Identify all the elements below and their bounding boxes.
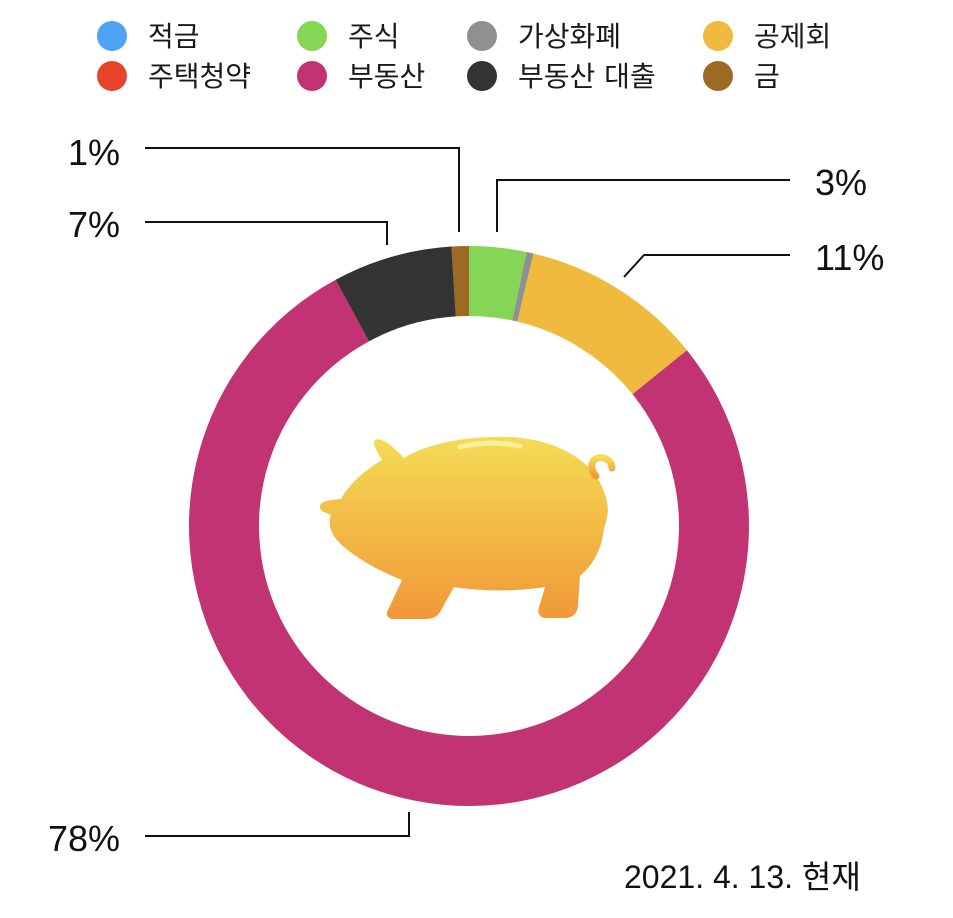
legend-label: 금 (754, 60, 780, 93)
percent-label: 1% (68, 132, 120, 173)
date-label: 2021. 4. 13. 현재 (624, 859, 861, 895)
donut-slices (188, 246, 749, 807)
legend-label: 적금 (148, 20, 200, 53)
legend-swatch (467, 61, 497, 91)
legend-swatch (703, 61, 733, 91)
slice-6 (517, 253, 687, 395)
slice-7 (451, 246, 469, 317)
legend-label: 부동산 (348, 60, 425, 93)
legend-label: 가상화폐 (518, 20, 621, 53)
slice-5 (335, 246, 456, 342)
legend-swatch (703, 21, 733, 51)
legend-label: 부동산 대출 (518, 60, 656, 93)
legend-swatch (297, 61, 327, 91)
legend-swatch (297, 21, 327, 51)
legend-swatch (97, 21, 127, 51)
leader-line (496, 179, 790, 232)
leader-line (145, 812, 410, 837)
percent-labels: 1% 3% 11% 7% 78% (48, 132, 884, 859)
piggy-bank-icon (320, 436, 616, 619)
slice-2 (469, 246, 527, 321)
legend-swatch (97, 61, 127, 91)
percent-label: 3% (815, 162, 867, 203)
legend-label: 주택청약 (148, 60, 251, 93)
slice-4 (512, 251, 534, 322)
percent-label: 11% (815, 237, 884, 278)
percent-label: 7% (68, 204, 120, 245)
percent-label: 78% (48, 818, 120, 859)
leader-lines (145, 147, 790, 837)
legend-label: 공제회 (754, 20, 831, 53)
leader-line (145, 221, 388, 245)
legend-swatch (467, 21, 497, 51)
legend-label: 주식 (348, 20, 400, 53)
leader-line (623, 254, 790, 278)
leader-line (145, 147, 460, 232)
